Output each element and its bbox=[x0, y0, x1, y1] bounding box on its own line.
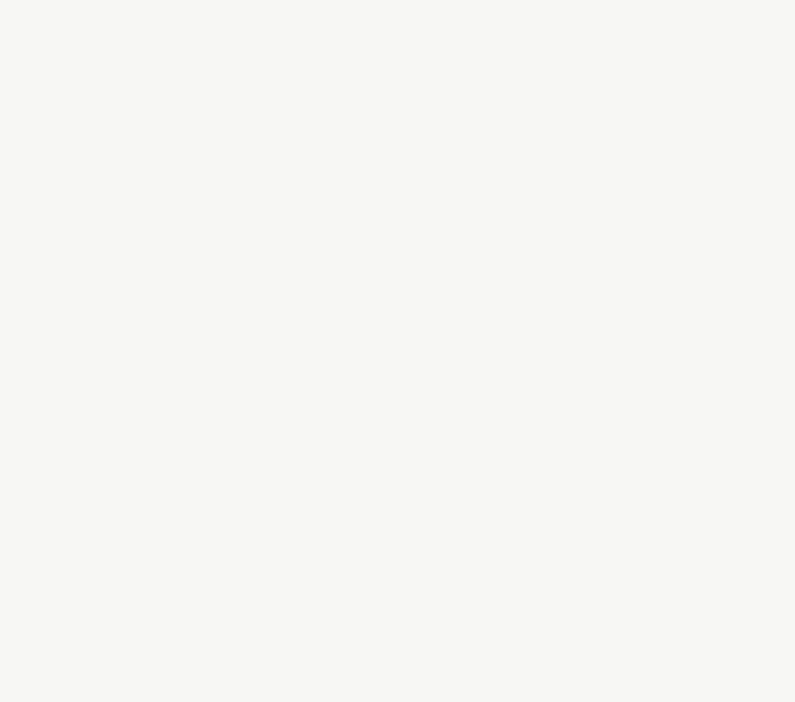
figure-page bbox=[0, 0, 795, 702]
plot-canvas bbox=[0, 0, 795, 702]
